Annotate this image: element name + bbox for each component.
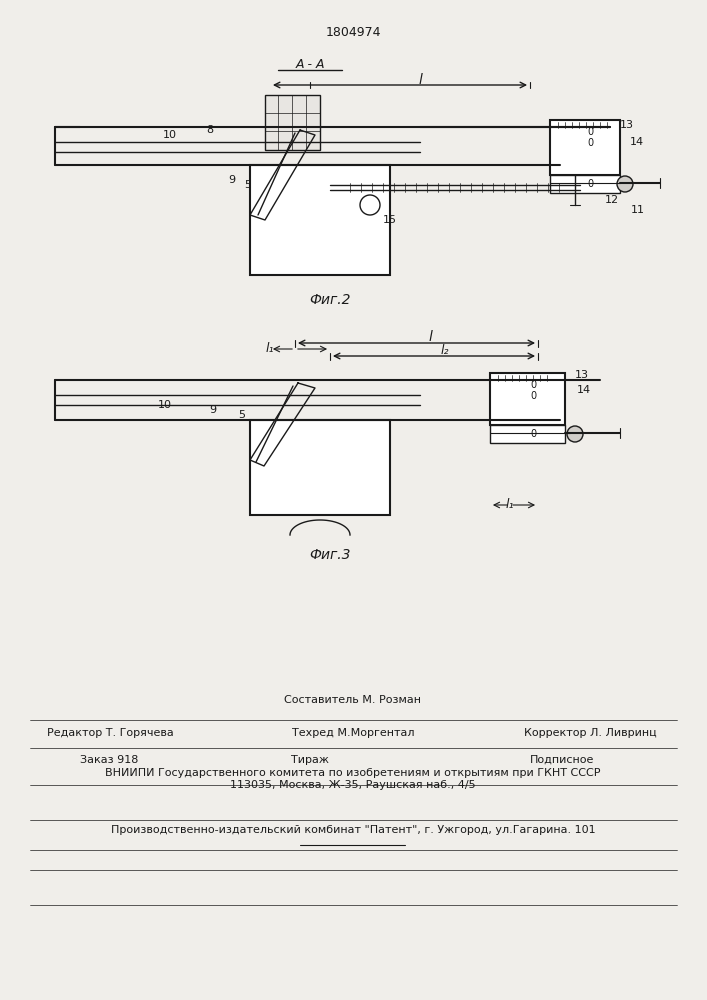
Text: 5: 5 — [238, 410, 245, 420]
Text: 0: 0 — [587, 179, 593, 189]
Text: Подписное: Подписное — [530, 755, 595, 765]
Text: Заказ 918: Заказ 918 — [80, 755, 139, 765]
Bar — [490, 425, 565, 443]
Text: 10: 10 — [158, 400, 172, 410]
Text: 12: 12 — [605, 195, 619, 205]
Text: Фиг.2: Фиг.2 — [309, 293, 351, 307]
Bar — [265, 95, 320, 150]
Bar — [250, 165, 390, 275]
Text: 14: 14 — [630, 137, 644, 147]
Circle shape — [617, 176, 633, 192]
Text: l₂: l₂ — [440, 344, 449, 357]
Text: Тираж: Тираж — [291, 755, 329, 765]
Text: 13: 13 — [620, 120, 634, 130]
Text: А - А: А - А — [296, 58, 325, 72]
Text: Составитель М. Розман: Составитель М. Розман — [284, 695, 421, 705]
Text: 5: 5 — [245, 180, 252, 190]
Text: Редактор Т. Горячева: Редактор Т. Горячева — [47, 728, 173, 738]
Text: Производственно-издательский комбинат "Патент", г. Ужгород, ул.Гагарина. 101: Производственно-издательский комбинат "П… — [111, 825, 595, 835]
Text: l₁: l₁ — [506, 498, 514, 512]
Text: 0: 0 — [587, 127, 593, 137]
Bar — [490, 373, 565, 425]
Bar — [550, 175, 620, 193]
Text: 8: 8 — [206, 125, 214, 135]
Text: 113035, Москва, Ж-35, Раушская наб., 4/5: 113035, Москва, Ж-35, Раушская наб., 4/5 — [230, 780, 476, 790]
Text: l: l — [428, 330, 432, 344]
Text: 10: 10 — [163, 130, 177, 140]
Text: 0: 0 — [530, 429, 536, 439]
Text: 0: 0 — [587, 138, 593, 148]
Text: 13: 13 — [575, 370, 589, 380]
Bar — [550, 120, 620, 175]
Text: Техред М.Моргентал: Техред М.Моргентал — [292, 728, 414, 738]
Text: 1804974: 1804974 — [325, 25, 381, 38]
Circle shape — [567, 426, 583, 442]
Text: Корректор Л. Ливринц: Корректор Л. Ливринц — [524, 728, 656, 738]
Bar — [250, 420, 390, 515]
Text: 0: 0 — [530, 391, 536, 401]
Text: 9: 9 — [209, 405, 216, 415]
Text: 9: 9 — [228, 175, 235, 185]
Text: 15: 15 — [383, 215, 397, 225]
Text: 11: 11 — [631, 205, 645, 215]
Text: l: l — [418, 73, 422, 87]
Text: l₁: l₁ — [266, 342, 274, 356]
Text: ВНИИПИ Государственного комитета по изобретениям и открытиям при ГКНТ СССР: ВНИИПИ Государственного комитета по изоб… — [105, 768, 601, 778]
Text: 14: 14 — [577, 385, 591, 395]
Text: Фиг.3: Фиг.3 — [309, 548, 351, 562]
Text: 0: 0 — [530, 380, 536, 390]
